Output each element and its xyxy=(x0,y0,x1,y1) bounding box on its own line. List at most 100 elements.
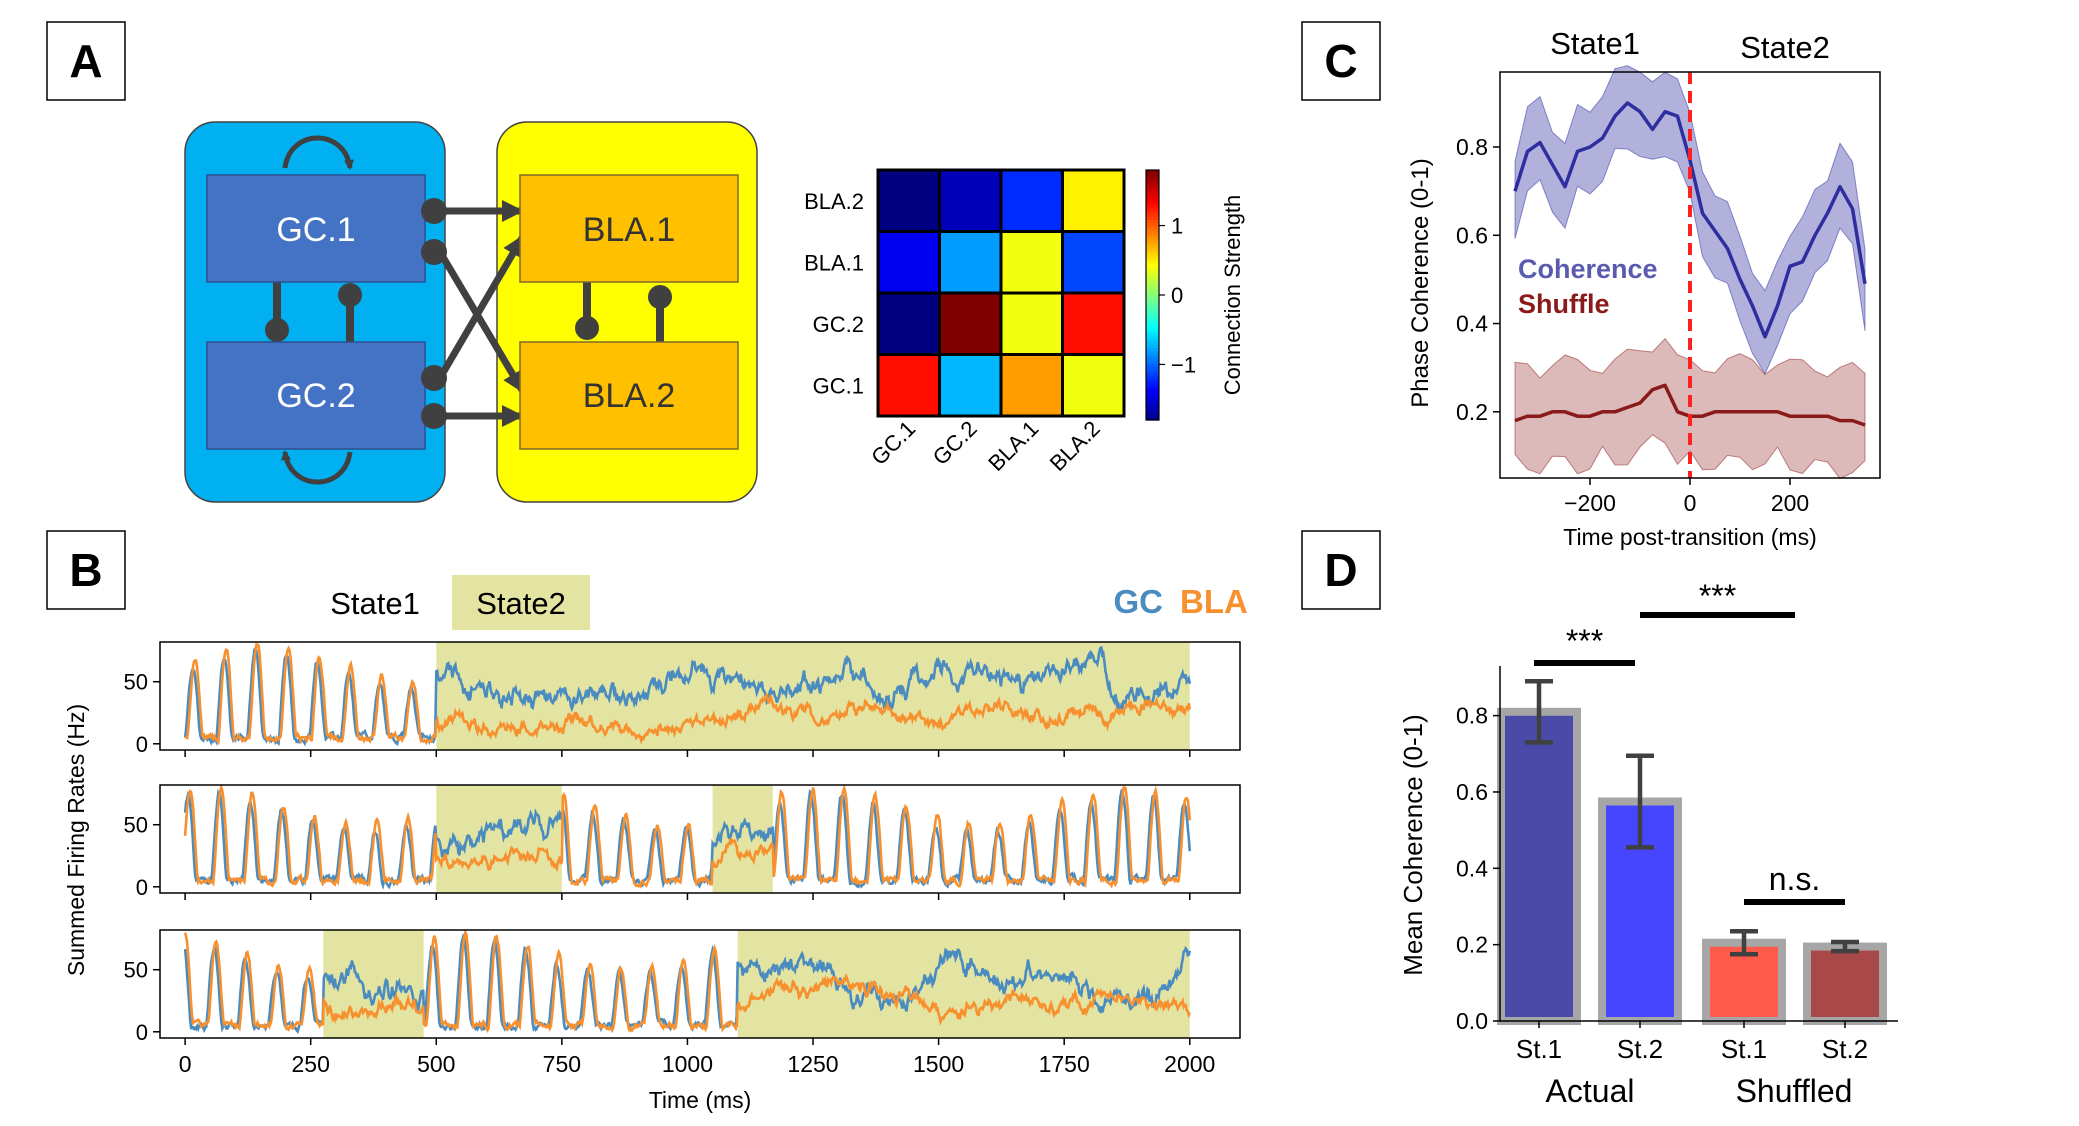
heatmap-row-label: BLA.2 xyxy=(804,189,864,214)
colorbar-segment xyxy=(1146,179,1159,184)
x-tick-label: St.2 xyxy=(1617,1034,1663,1064)
heatmap-cell xyxy=(938,230,1003,295)
panel-label-b: B xyxy=(46,530,126,610)
y-tick-label: 0.8 xyxy=(1456,703,1488,729)
colorbar-segment xyxy=(1146,413,1159,418)
mean-coherence-panel: St.1 St.2 St.1 St.2 0.0 0.2 0.4 0.6 0.8 Mean Cohe… xyxy=(1398,578,1898,1109)
colorbar-segment xyxy=(1146,335,1159,340)
colorbar-segment xyxy=(1146,254,1159,259)
colorbar-segment xyxy=(1146,313,1159,318)
colorbar-segment xyxy=(1146,363,1159,368)
colorbar-segment xyxy=(1146,176,1159,180)
colorbar-segment xyxy=(1146,370,1159,374)
gc-trace xyxy=(183,788,1192,891)
svg-text:C: C xyxy=(1324,35,1357,87)
colorbar-segment xyxy=(1146,326,1159,330)
colorbar-segment xyxy=(1146,251,1159,255)
colorbar-segment xyxy=(1146,329,1159,334)
heatmap-col-label: GC.2 xyxy=(928,416,982,470)
colorbar-segment xyxy=(1146,273,1159,277)
colorbar-segment xyxy=(1146,195,1159,199)
colorbar-segment xyxy=(1146,266,1159,271)
colorbar-tick-label: 0 xyxy=(1171,283,1183,308)
colorbar-segment xyxy=(1146,173,1159,177)
y-tick-label: 0.4 xyxy=(1456,855,1488,881)
node-bla1 xyxy=(519,174,739,283)
legend-gc: GC xyxy=(1114,583,1164,620)
gc-trace xyxy=(183,933,1192,1035)
colorbar-segment xyxy=(1146,216,1159,221)
node-gc1 xyxy=(206,174,426,283)
gc2-self-loop xyxy=(281,450,353,485)
state2-label: State2 xyxy=(1740,30,1830,65)
svg-text:B: B xyxy=(69,544,102,596)
heatmap-cell xyxy=(1061,353,1126,418)
svg-text:D: D xyxy=(1324,544,1357,596)
colorbar-segment xyxy=(1146,316,1159,321)
y-tick-label: 0.2 xyxy=(1456,932,1488,958)
colorbar-segment xyxy=(1146,401,1159,405)
heatmap-cell xyxy=(1061,230,1126,295)
colorbar-segment xyxy=(1146,338,1159,343)
bla-trace xyxy=(183,783,1192,889)
colorbar-segment xyxy=(1146,185,1159,190)
colorbar-segment xyxy=(1146,410,1159,415)
bar xyxy=(1803,942,1887,1025)
colorbar-segment xyxy=(1146,373,1159,377)
trial-axes-frame xyxy=(159,929,1241,1039)
colorbar-segment xyxy=(1146,395,1159,399)
x-tick-label: 200 xyxy=(1771,490,1809,516)
heatmap-cell xyxy=(999,291,1064,356)
network-diagram: GC.1 GC.2 BLA.1 BLA.2 xyxy=(184,121,758,503)
colorbar-segment xyxy=(1146,204,1159,209)
colorbar-segment xyxy=(1146,291,1159,296)
y-tick-label: 0 xyxy=(136,1020,148,1045)
colorbar-segment xyxy=(1146,357,1159,362)
colorbar-segment xyxy=(1146,388,1159,393)
y-tick-label: 50 xyxy=(124,958,148,983)
colorbar-segment xyxy=(1146,213,1159,218)
state1-label: State1 xyxy=(330,586,420,621)
colorbar-segment xyxy=(1146,207,1159,212)
heatmap-row-label: BLA.1 xyxy=(804,250,864,275)
node-bla2 xyxy=(519,341,739,450)
trial-axes-frame xyxy=(159,641,1241,751)
colorbar-segment xyxy=(1146,238,1159,243)
legend-shuffle: Shuffle xyxy=(1518,289,1610,319)
svg-text:A: A xyxy=(69,35,102,87)
gc1-self-loop xyxy=(282,135,354,170)
heatmap-row-label: GC.2 xyxy=(813,312,864,337)
y-tick-label: 0 xyxy=(136,732,148,757)
x-tick-label: 2000 xyxy=(1164,1051,1215,1077)
x-tick-label: 1500 xyxy=(913,1051,964,1077)
colorbar-tick-label: −1 xyxy=(1171,352,1196,377)
y-tick-label: 0.4 xyxy=(1456,311,1488,337)
heatmap-cell xyxy=(938,353,1003,418)
state2-label-background xyxy=(452,575,590,630)
colorbar-segment xyxy=(1146,354,1159,359)
colorbar-segment xyxy=(1146,182,1159,187)
coherence-band xyxy=(1514,65,1866,375)
colorbar-segment xyxy=(1146,379,1159,384)
colorbar-segment xyxy=(1146,295,1159,299)
colorbar-segment xyxy=(1146,170,1159,174)
colorbar-segment xyxy=(1146,229,1159,234)
colorbar-segment xyxy=(1146,404,1159,409)
significance-label: *** xyxy=(1566,623,1603,659)
x-tick-label: 250 xyxy=(292,1051,330,1077)
heatmap-cell xyxy=(876,291,941,356)
heatmap-col-label: BLA.2 xyxy=(1045,416,1105,476)
bla-trace xyxy=(185,643,1192,746)
y-tick-label: 0.2 xyxy=(1456,399,1488,425)
y-tick-label: 0.6 xyxy=(1456,779,1488,805)
y-tick-label: 0.8 xyxy=(1456,134,1488,160)
state2-shading xyxy=(436,785,562,893)
colorbar-segment xyxy=(1146,385,1159,390)
colorbar-segment xyxy=(1146,260,1159,265)
colorbar-segment xyxy=(1146,232,1159,237)
heatmap-row-label: GC.1 xyxy=(813,373,864,398)
x-axis-label: Time post-transition (ms) xyxy=(1563,524,1816,550)
colorbar-segment xyxy=(1146,282,1159,287)
bar xyxy=(1497,707,1581,1025)
